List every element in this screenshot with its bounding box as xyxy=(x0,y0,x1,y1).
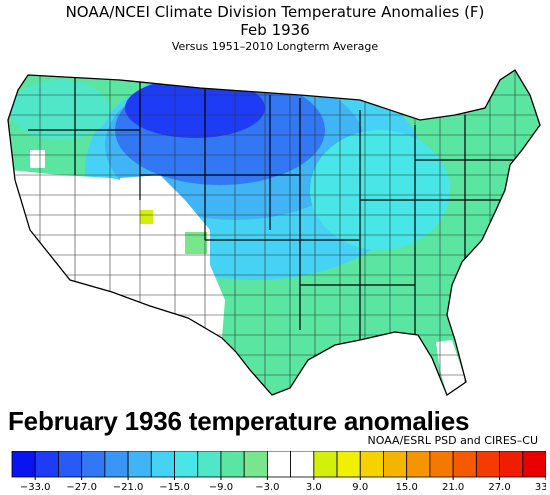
colorbar-swatch xyxy=(34,451,59,478)
colorbar-swatch xyxy=(220,451,245,478)
colorbar-swatch xyxy=(290,451,315,478)
us-outline xyxy=(7,69,541,396)
colorbar-swatch xyxy=(383,451,408,478)
division-grid xyxy=(8,70,540,395)
colorbar-swatch xyxy=(522,451,546,478)
colorbar-swatch xyxy=(313,451,338,478)
colorbar-swatch xyxy=(336,451,361,478)
colorbar-swatch xyxy=(475,451,500,478)
colorbar-tick-label: −33.0 xyxy=(20,482,51,493)
colorbar-tick-label: −27.0 xyxy=(66,482,97,493)
colorbar-tick-label: 33.0 xyxy=(535,482,546,493)
anomaly-fill xyxy=(8,70,540,395)
colorbar-swatch xyxy=(429,451,454,478)
colorbar-swatch xyxy=(406,451,431,478)
colorbar-swatch xyxy=(58,451,83,478)
colorbar-swatch xyxy=(359,451,384,478)
colorbar-tick-label: 27.0 xyxy=(488,482,510,493)
colorbar-swatch xyxy=(81,451,106,478)
colorbar-swatch xyxy=(243,451,268,478)
figure-caption: February 1936 temperature anomalies xyxy=(8,406,470,436)
colorbar-tick-label: 15.0 xyxy=(396,482,418,493)
map-title: NOAA/NCEI Climate Division Temperature A… xyxy=(65,3,485,21)
colorbar-swatch xyxy=(11,451,36,478)
colorbar-swatch xyxy=(104,451,129,478)
colorbar-swatch xyxy=(127,451,152,478)
colorbar-swatch xyxy=(174,451,199,478)
colorbar-tick-label: −21.0 xyxy=(113,482,144,493)
colorbar-swatch xyxy=(197,451,222,478)
data-credit: NOAA/ESRL PSD and CIRES–CU xyxy=(367,434,538,447)
state-borders xyxy=(28,75,520,340)
colorbar-swatch xyxy=(150,451,175,478)
map-baseline: Versus 1951–2010 Longterm Average xyxy=(171,40,379,53)
colorbar-tick-label: 21.0 xyxy=(442,482,464,493)
colorbar-tick-label: −15.0 xyxy=(159,482,190,493)
colorbar-tick-label: −3.0 xyxy=(255,482,279,493)
colorbar-swatch xyxy=(266,451,292,478)
colorbar-legend: −33.0 −27.0 −21.0 −15.0 −9.0 −3.0 3.0 9.0 15.0 21… xyxy=(11,451,546,493)
colorbar-swatch xyxy=(499,451,524,478)
map-month: Feb 1936 xyxy=(240,21,310,39)
colorbar-tick-label: 3.0 xyxy=(306,482,322,493)
colorbar-tick-label: 9.0 xyxy=(352,482,368,493)
colorbar-swatch xyxy=(452,451,477,478)
colorbar-tick-label: −9.0 xyxy=(209,482,233,493)
us-climate-division-map xyxy=(7,69,541,396)
